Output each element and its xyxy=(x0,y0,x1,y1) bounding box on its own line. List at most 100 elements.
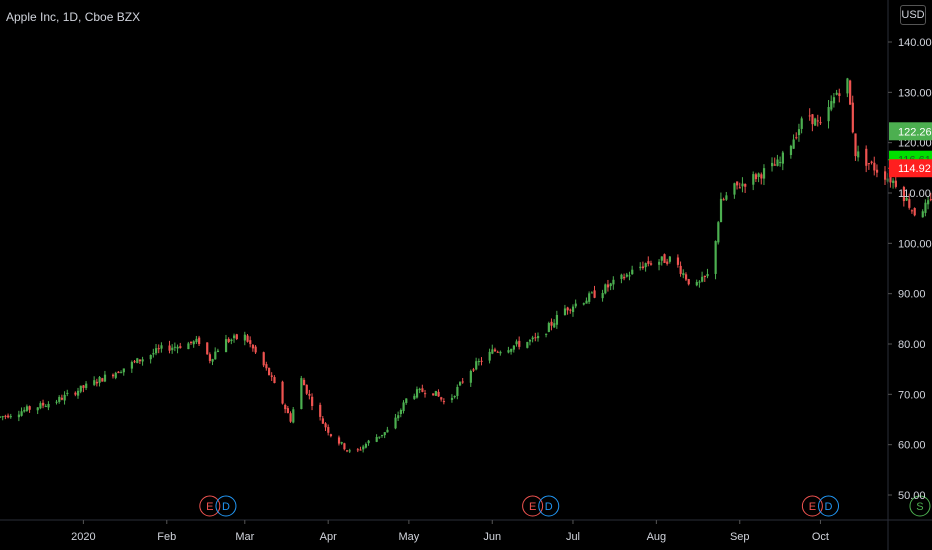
candle-body[interactable] xyxy=(873,162,876,171)
candle-body[interactable] xyxy=(493,349,497,352)
candle-body[interactable] xyxy=(198,337,201,344)
candle-body[interactable] xyxy=(434,390,437,396)
candle-body[interactable] xyxy=(620,274,623,279)
candle-body[interactable] xyxy=(122,368,125,373)
candle-body[interactable] xyxy=(606,284,610,288)
candle-body[interactable] xyxy=(386,429,389,433)
candle-body[interactable] xyxy=(273,377,276,384)
candle-body[interactable] xyxy=(588,293,591,302)
candle-body[interactable] xyxy=(792,139,795,149)
candle-body[interactable] xyxy=(779,161,782,163)
candle-body[interactable] xyxy=(668,256,672,262)
candle-body[interactable] xyxy=(95,381,99,384)
candle-body[interactable] xyxy=(346,450,349,452)
candle-body[interactable] xyxy=(507,350,510,353)
candle-body[interactable] xyxy=(343,443,346,450)
candle-body[interactable] xyxy=(383,432,386,436)
candle-body[interactable] xyxy=(515,341,518,345)
candle-body[interactable] xyxy=(25,406,29,411)
candle-body[interactable] xyxy=(66,392,69,394)
candle-body[interactable] xyxy=(28,406,31,410)
candle-body[interactable] xyxy=(760,174,763,179)
candle-body[interactable] xyxy=(800,118,803,129)
candle-body[interactable] xyxy=(58,397,61,402)
candle-body[interactable] xyxy=(337,437,341,444)
candle-body[interactable] xyxy=(329,434,333,437)
candle-body[interactable] xyxy=(744,183,747,187)
candle-body[interactable] xyxy=(496,351,499,353)
candle-body[interactable] xyxy=(230,339,233,342)
candle-body[interactable] xyxy=(695,282,698,286)
candle-body[interactable] xyxy=(149,354,152,360)
candle-body[interactable] xyxy=(609,283,612,287)
candle-body[interactable] xyxy=(857,151,860,158)
candle-body[interactable] xyxy=(1,416,4,418)
candle-body[interactable] xyxy=(321,418,324,424)
candle-body[interactable] xyxy=(120,372,123,374)
candle-body[interactable] xyxy=(4,415,7,417)
candle-body[interactable] xyxy=(924,202,927,213)
candle-body[interactable] xyxy=(870,161,873,163)
candle-body[interactable] xyxy=(773,164,776,166)
candle-body[interactable] xyxy=(585,300,588,304)
candle-body[interactable] xyxy=(152,353,155,355)
candle-body[interactable] xyxy=(719,198,723,223)
candle-body[interactable] xyxy=(111,374,115,377)
candle-body[interactable] xyxy=(421,388,424,392)
candle-body[interactable] xyxy=(311,396,314,407)
candle-body[interactable] xyxy=(698,281,701,283)
candle-body[interactable] xyxy=(168,345,171,351)
candle-body[interactable] xyxy=(60,397,64,400)
candle-body[interactable] xyxy=(82,385,85,388)
candle-body[interactable] xyxy=(23,409,26,412)
candle-body[interactable] xyxy=(93,380,96,385)
candle-body[interactable] xyxy=(319,404,322,417)
candle-body[interactable] xyxy=(902,186,906,202)
candle-body[interactable] xyxy=(593,290,596,298)
candle-body[interactable] xyxy=(741,183,744,187)
candle-body[interactable] xyxy=(20,411,23,416)
candle-body[interactable] xyxy=(676,257,680,265)
candle-body[interactable] xyxy=(440,397,443,400)
candle-body[interactable] xyxy=(830,101,833,110)
candle-body[interactable] xyxy=(9,416,12,418)
candle-body[interactable] xyxy=(816,120,819,122)
candle-body[interactable] xyxy=(254,346,257,353)
candle-body[interactable] xyxy=(133,361,136,363)
candle-body[interactable] xyxy=(85,383,88,389)
dividend-event-marker[interactable] xyxy=(818,495,840,517)
candle-body[interactable] xyxy=(555,314,559,325)
candle-body[interactable] xyxy=(631,269,634,275)
candle-body[interactable] xyxy=(488,351,491,361)
candle-body[interactable] xyxy=(789,145,793,156)
candle-body[interactable] xyxy=(74,392,77,395)
candle-body[interactable] xyxy=(469,370,472,383)
candle-body[interactable] xyxy=(55,401,58,403)
candle-body[interactable] xyxy=(545,333,548,335)
candle-body[interactable] xyxy=(300,378,303,409)
candle-body[interactable] xyxy=(187,343,190,350)
candle-body[interactable] xyxy=(453,395,456,398)
candle-body[interactable] xyxy=(160,345,163,349)
candle-body[interactable] xyxy=(432,393,435,396)
candle-body[interactable] xyxy=(752,174,755,185)
candle-body[interactable] xyxy=(77,390,80,396)
candle-body[interactable] xyxy=(808,115,811,117)
candle-body[interactable] xyxy=(367,440,370,444)
candle-body[interactable] xyxy=(397,415,400,419)
candle-body[interactable] xyxy=(327,427,330,433)
candle-body[interactable] xyxy=(687,279,690,285)
split-event-marker[interactable] xyxy=(909,495,931,517)
currency-button[interactable]: USD xyxy=(900,5,926,25)
candle-body[interactable] xyxy=(491,349,494,354)
candle-body[interactable] xyxy=(289,413,292,422)
candle-body[interactable] xyxy=(47,403,50,408)
candle-body[interactable] xyxy=(590,292,593,294)
candle-body[interactable] xyxy=(717,222,720,243)
candle-body[interactable] xyxy=(666,261,669,264)
candle-body[interactable] xyxy=(208,354,212,361)
candle-body[interactable] xyxy=(663,254,666,263)
candle-body[interactable] xyxy=(262,352,265,366)
candle-body[interactable] xyxy=(176,346,179,349)
candle-body[interactable] xyxy=(157,348,160,350)
